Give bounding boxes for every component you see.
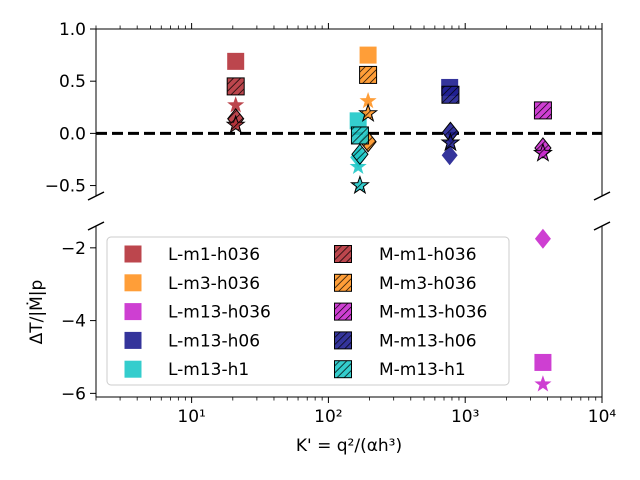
legend-marker <box>124 360 142 378</box>
y-tick-label: −4 <box>61 312 86 332</box>
break-mark <box>87 221 105 231</box>
marker-l-m13-h036 <box>534 228 551 249</box>
data-markers <box>225 46 553 392</box>
legend-marker <box>334 331 352 350</box>
x-tick-label: 10² <box>314 407 342 427</box>
marker-l-m1-h036 <box>227 52 245 70</box>
x-tick-label: 10¹ <box>177 407 205 427</box>
y-tick-label: −2 <box>61 239 86 259</box>
legend-marker <box>334 360 352 379</box>
legend-label: L-m13-h1 <box>168 360 249 380</box>
y-tick-label: 0.0 <box>59 124 86 144</box>
legend-marker <box>124 274 142 292</box>
legend-label: M-m13-h1 <box>379 360 466 380</box>
upper-plot-panel <box>95 28 603 196</box>
legend: L-m1-h036 L-m3-h036 L-m13-h036 L-m13-h06 L-m… <box>106 236 510 386</box>
marker-m-m1-h036 <box>225 114 246 134</box>
lower-plot-panel <box>95 226 603 398</box>
legend-label: M-m1-h036 <box>379 245 477 265</box>
marker-m-m13-h036 <box>533 101 552 120</box>
marker-l-m3-h036 <box>359 92 377 109</box>
legend-marker <box>334 245 352 263</box>
legend-label: L-m13-h036 <box>168 303 271 323</box>
marker-l-m13-h1 <box>349 112 367 130</box>
y-tick-label: −6 <box>61 384 86 404</box>
legend-label: L-m1-h036 <box>168 245 260 265</box>
marker-m-m3-h036 <box>358 103 379 123</box>
marker-m-m1-h036 <box>226 77 245 96</box>
marker-m-m13-h1 <box>350 126 369 145</box>
marker-l-m13-h036 <box>534 375 552 392</box>
y-tick-label: 0.5 <box>59 72 86 92</box>
legend-marker <box>334 302 352 321</box>
y-tick-label: −0.5 <box>45 177 86 197</box>
x-axis-ticks: 10¹ 10² 10³ 10⁴ <box>95 23 617 427</box>
y-tick-label: 1.0 <box>59 20 86 40</box>
break-mark <box>593 221 611 231</box>
y-axis-label: ΔT/|Ṁ|p <box>26 280 47 345</box>
marker-l-m3-h036 <box>359 46 377 64</box>
marker-m-m13-h036 <box>532 142 553 162</box>
legend-marker <box>124 245 142 263</box>
marker-l-m13-h036 <box>534 353 552 371</box>
marker-m-m13-h06 <box>440 132 461 152</box>
marker-m-m13-h06 <box>441 85 460 104</box>
x-tick-label: 10⁴ <box>588 407 617 427</box>
y-axis-ticks: 1.0 0.5 0.0 −0.5 −2 −4 −6 <box>45 20 96 404</box>
legend-marker <box>124 331 142 349</box>
marker-l-m13-h06 <box>441 145 458 166</box>
x-axis-label: K' = q²/(αh³) <box>296 436 402 456</box>
break-mark <box>87 191 105 201</box>
x-tick-label: 10³ <box>451 407 479 427</box>
legend-label: M-m3-h036 <box>379 274 477 294</box>
legend-label: M-m13-h06 <box>379 331 477 351</box>
legend-marker <box>124 303 142 321</box>
marker-m-m13-h1 <box>349 175 370 195</box>
legend-label: M-m13-h036 <box>379 303 487 323</box>
break-mark <box>593 191 611 201</box>
marker-m-m13-h1 <box>351 143 369 166</box>
legend-label: L-m13-h06 <box>168 331 260 351</box>
axis-break-marks <box>87 191 611 231</box>
marker-m-m3-h036 <box>359 65 378 84</box>
marker-l-m1-h036 <box>227 96 245 113</box>
legend-marker <box>334 273 352 292</box>
legend-frame <box>106 236 510 386</box>
legend-label: L-m3-h036 <box>168 274 260 294</box>
